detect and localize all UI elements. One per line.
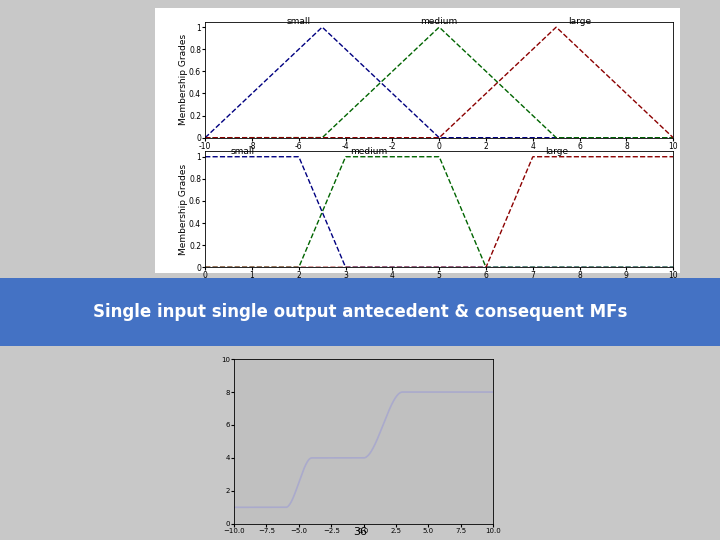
Text: 36: 36	[353, 527, 367, 537]
Y-axis label: Membership Grades: Membership Grades	[179, 34, 187, 125]
Text: small: small	[230, 147, 255, 156]
Text: small: small	[287, 17, 311, 26]
Text: Single input single output antecedent & consequent MFs: Single input single output antecedent & …	[93, 303, 627, 321]
X-axis label: x: x	[436, 152, 442, 161]
Y-axis label: Membership Grades: Membership Grades	[179, 164, 187, 255]
Text: medium: medium	[351, 147, 387, 156]
Text: large: large	[568, 17, 591, 26]
X-axis label: y: y	[436, 282, 442, 291]
Text: large: large	[544, 147, 568, 156]
Text: medium: medium	[420, 17, 458, 26]
